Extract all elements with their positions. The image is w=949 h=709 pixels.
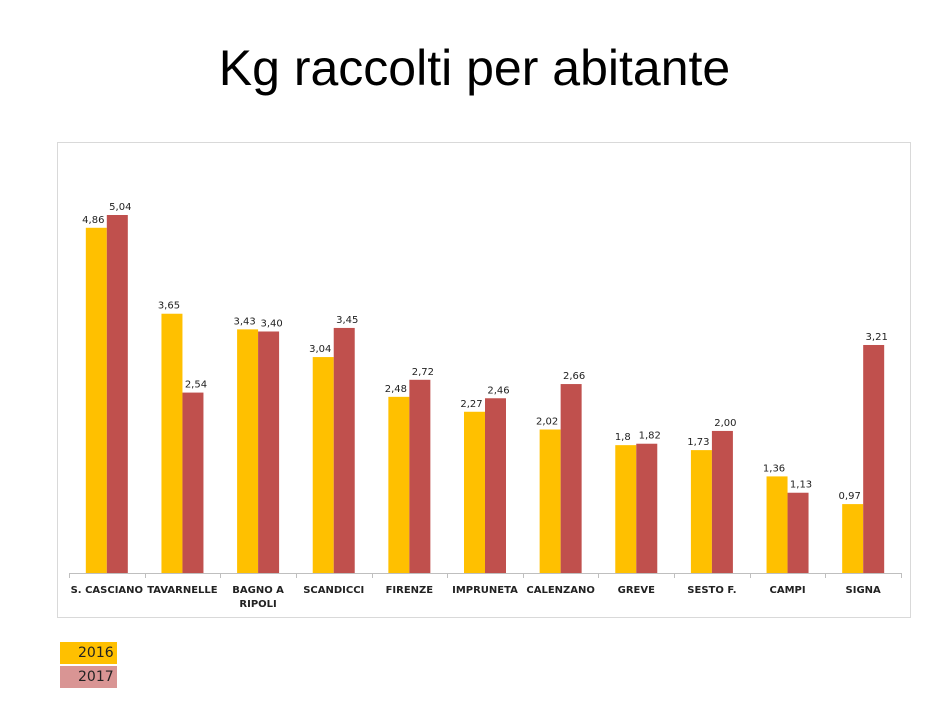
data-label-2016-4: 2,48: [385, 384, 407, 395]
data-label-2017-7: 1,82: [639, 431, 661, 442]
category-label-4: FIRENZE: [386, 585, 434, 596]
bar-2017-7: [636, 443, 658, 573]
legend: 2016 2017: [60, 642, 117, 690]
bar-2016-0: [85, 227, 107, 573]
bar-2017-5: [485, 398, 506, 573]
data-label-2016-6: 2,02: [536, 417, 558, 428]
data-label-2016-0: 4,86: [82, 215, 104, 226]
data-label-2016-9: 1,36: [763, 463, 785, 474]
bar-chart: 4,86 5,04 S. CASCIANO 3,65 2,54 TAVARNELLE 3,4…: [69, 202, 902, 610]
category-label-7: GREVE: [618, 585, 655, 596]
data-label-2017-5: 2,46: [487, 385, 509, 396]
data-label-2017-6: 2,66: [563, 371, 585, 382]
category-label-9: CAMPI: [769, 585, 805, 596]
category-label-6: CALENZANO: [526, 585, 595, 596]
legend-item-2017: 2017: [60, 666, 117, 688]
data-label-2017-8: 2,00: [714, 418, 736, 429]
data-label-2016-7: 1,8: [615, 432, 631, 443]
legend-item-2016: 2016: [60, 642, 117, 664]
bar-2016-9: [766, 476, 788, 573]
bar-2016-6: [539, 429, 561, 573]
bar-2016-4: [388, 396, 410, 573]
bar-2016-5: [464, 411, 485, 573]
data-label-2016-5: 2,27: [460, 399, 482, 410]
data-label-2016-1: 3,65: [158, 301, 180, 312]
bar-2017-3: [333, 327, 355, 573]
data-label-2016-3: 3,04: [309, 344, 331, 355]
category-label-10: SIGNA: [846, 585, 882, 596]
category-label-2: RIPOLI: [239, 599, 276, 610]
bar-2016-10: [842, 504, 864, 573]
data-label-2017-10: 3,21: [866, 332, 888, 343]
bar-2016-1: [161, 313, 183, 573]
chart-area: 4,86 5,04 S. CASCIANO 3,65 2,54 TAVARNELLE 3,4…: [57, 142, 911, 618]
bar-2017-2: [258, 331, 280, 573]
data-label-2017-4: 2,72: [412, 367, 434, 378]
bar-2016-2: [237, 329, 259, 573]
category-label-2: BAGNO A: [232, 585, 284, 596]
bar-2017-8: [711, 430, 733, 573]
bar-2016-7: [615, 445, 637, 573]
category-label-5: IMPRUNETA: [452, 585, 518, 596]
data-label-2017-2: 3,40: [260, 318, 282, 329]
category-label-3: SCANDICCI: [303, 585, 364, 596]
bar-2017-9: [787, 492, 809, 573]
bar-2016-8: [690, 450, 712, 573]
bar-2017-6: [560, 384, 582, 573]
category-label-1: TAVARNELLE: [147, 585, 218, 596]
data-label-2017-1: 2,54: [185, 380, 207, 391]
bar-2017-1: [182, 392, 204, 573]
data-label-2017-9: 1,13: [790, 480, 812, 491]
bar-2017-0: [106, 215, 128, 573]
data-label-2016-2: 3,43: [233, 316, 255, 327]
data-label-2017-3: 3,45: [336, 315, 358, 326]
data-label-2016-8: 1,73: [687, 437, 709, 448]
data-label-2017-0: 5,04: [109, 202, 131, 213]
category-label-0: S. CASCIANO: [71, 585, 143, 596]
bar-2017-10: [863, 344, 885, 573]
category-label-8: SESTO F.: [687, 585, 736, 596]
chart-title: Kg raccolti per abitante: [218, 40, 731, 96]
bar-2017-4: [409, 379, 431, 573]
data-label-2016-10: 0,97: [839, 491, 861, 502]
bar-2016-3: [312, 357, 334, 573]
